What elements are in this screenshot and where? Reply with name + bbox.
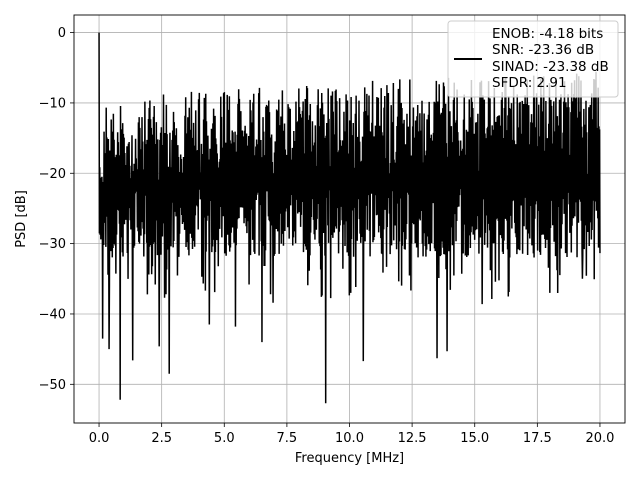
x-tick-label: 2.5 (151, 431, 172, 446)
x-tick-label: 7.5 (277, 431, 298, 446)
psd-series-line (98, 32, 601, 404)
x-tick-label: 15.0 (460, 431, 489, 446)
y-tick-label: −50 (39, 378, 66, 393)
y-tick-label: −20 (39, 167, 66, 182)
x-tick-label: 10.0 (335, 431, 364, 446)
x-tick-label: 5.0 (214, 431, 235, 446)
y-tick-label: 0 (58, 26, 66, 41)
legend-line-sfdr: SFDR: 2.91 (492, 75, 567, 91)
legend-line-enob: ENOB: -4.18 bits (492, 26, 603, 42)
y-tick-label: −10 (39, 96, 66, 111)
y-tick-label: −30 (39, 237, 66, 252)
y-tick-label: −40 (39, 307, 66, 322)
y-axis-label: PSD [dB] (14, 190, 29, 248)
legend: ENOB: -4.18 bits SNR: -23.36 dB SINAD: -… (447, 20, 619, 98)
x-axis-label: Frequency [MHz] (295, 451, 404, 466)
x-axis-ticks: 0.0 2.5 5.0 7.5 10.0 12.5 15.0 17.5 20.0 (89, 423, 614, 446)
x-tick-label: 20.0 (585, 431, 614, 446)
legend-box (447, 20, 619, 98)
x-tick-label: 17.5 (523, 431, 552, 446)
x-tick-label: 0.0 (89, 431, 110, 446)
legend-line-snr: SNR: -23.36 dB (492, 42, 594, 58)
y-axis-ticks: 0 −10 −20 −30 −40 −50 (39, 26, 74, 393)
x-tick-label: 12.5 (398, 431, 427, 446)
legend-line-sinad: SINAD: -23.38 dB (492, 59, 609, 75)
